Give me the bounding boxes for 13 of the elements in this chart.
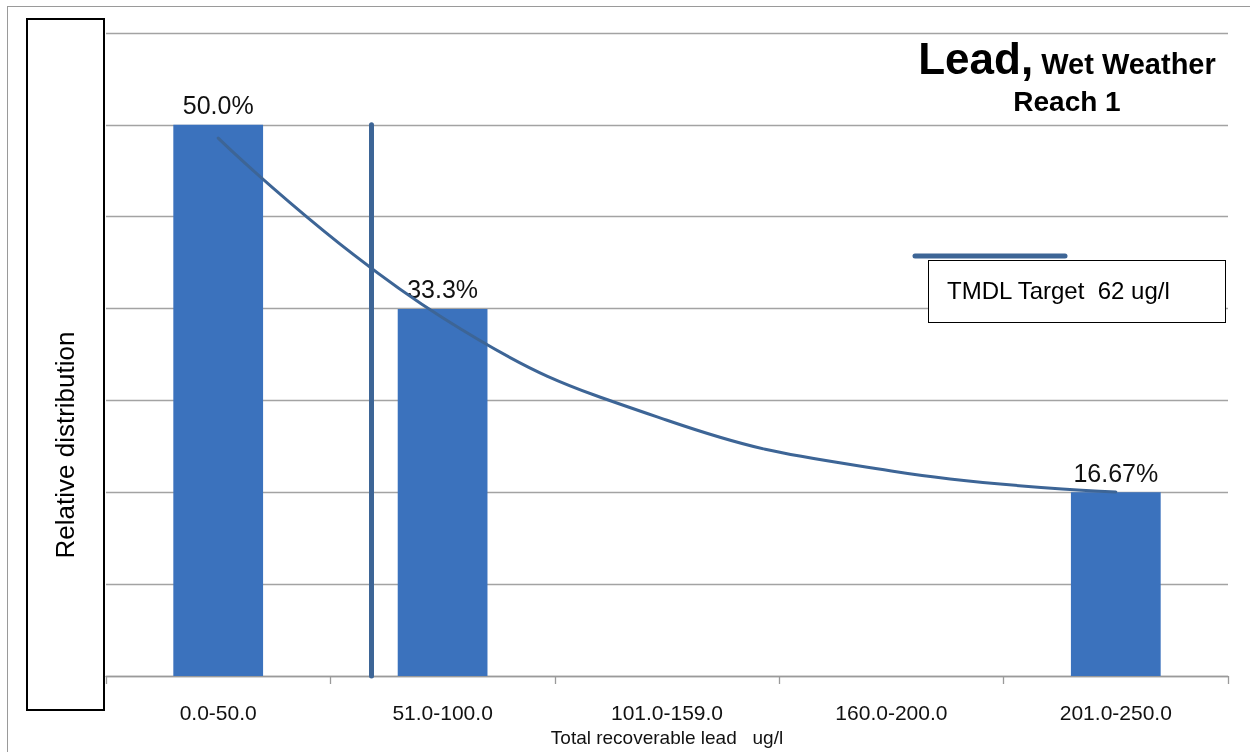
x-tick-label: 51.0-100.0 <box>392 701 493 724</box>
y-axis-title: Relative distribution <box>50 331 80 559</box>
chart-title: Lead, Wet Weather <box>918 34 1216 83</box>
x-tick-label: 201.0-250.0 <box>1059 701 1172 724</box>
x-axis-title: Total recoverable lead ug/l <box>550 727 784 748</box>
text: Reach 1 <box>1013 86 1121 117</box>
x-tick-label: 160.0-200.0 <box>835 701 948 724</box>
data-label: 16.67% <box>1073 458 1159 487</box>
data-label: 50.0% <box>182 91 254 120</box>
x-tick-label: 101.0-159.0 <box>610 701 724 724</box>
annotation: TMDL Target 62 ug/l <box>947 277 1170 305</box>
x-tick-label: 0.0-50.0 <box>179 701 257 724</box>
data-label: 33.3% <box>407 275 479 304</box>
